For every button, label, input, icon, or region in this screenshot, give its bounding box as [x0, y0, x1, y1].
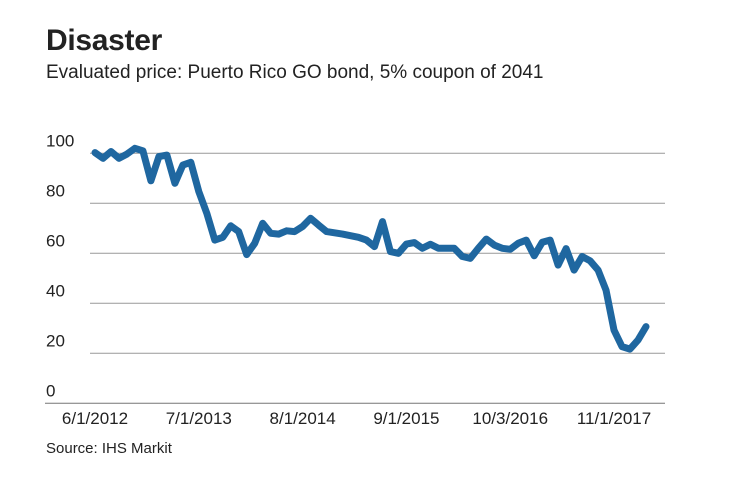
- x-tick-label: 6/1/2012: [62, 409, 128, 428]
- y-tick-label: 80: [46, 181, 65, 200]
- x-tick-label: 8/1/2014: [270, 409, 336, 428]
- x-tick-label: 10/3/2016: [472, 409, 548, 428]
- chart-title: Disaster: [46, 24, 163, 57]
- chart-subtitle: Evaluated price: Puerto Rico GO bond, 5%…: [46, 62, 544, 83]
- x-tick-label: 11/1/2017: [577, 409, 651, 428]
- x-tick-label: 9/1/2015: [373, 409, 439, 428]
- y-tick-label: 0: [46, 381, 55, 400]
- y-tick-label: 40: [46, 281, 65, 300]
- source-note: Source: IHS Markit: [46, 440, 172, 457]
- price-line: [91, 144, 650, 353]
- y-tick-label: 60: [46, 231, 65, 250]
- y-tick-label: 100: [46, 131, 74, 150]
- y-tick-label: 20: [46, 331, 65, 350]
- x-tick-label: 7/1/2013: [166, 409, 232, 428]
